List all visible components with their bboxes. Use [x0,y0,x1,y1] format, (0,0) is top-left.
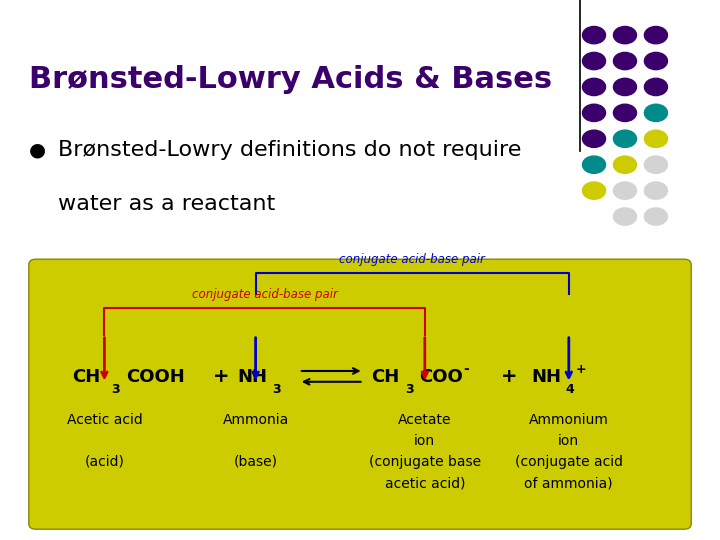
Circle shape [582,130,606,147]
Text: CH: CH [371,368,399,386]
Circle shape [613,52,636,70]
Circle shape [582,26,606,44]
Circle shape [644,26,667,44]
Circle shape [582,156,606,173]
Circle shape [582,104,606,122]
Text: Brønsted-Lowry Acids & Bases: Brønsted-Lowry Acids & Bases [29,65,552,94]
Text: COO: COO [419,368,463,386]
Text: (conjugate base: (conjugate base [369,455,481,469]
Text: conjugate acid-base pair: conjugate acid-base pair [339,253,485,266]
Circle shape [613,78,636,96]
Circle shape [644,78,667,96]
Circle shape [644,156,667,173]
Text: -: - [464,362,469,376]
Text: NH: NH [531,368,562,386]
Text: 3: 3 [272,383,281,396]
Text: Brønsted-Lowry definitions do not require: Brønsted-Lowry definitions do not requir… [58,140,521,160]
Circle shape [582,182,606,199]
Text: (acid): (acid) [84,455,125,469]
Text: CH: CH [72,368,100,386]
Circle shape [644,182,667,199]
Text: +: + [212,367,229,386]
Circle shape [613,104,636,122]
Text: 4: 4 [565,383,574,396]
Text: (conjugate acid: (conjugate acid [515,455,623,469]
Text: Ammonium: Ammonium [529,413,608,427]
Text: ion: ion [414,434,436,448]
Circle shape [613,182,636,199]
Text: conjugate acid-base pair: conjugate acid-base pair [192,288,338,301]
Circle shape [644,52,667,70]
Text: +: + [500,367,517,386]
Text: NH: NH [238,368,268,386]
Circle shape [644,208,667,225]
Text: +: + [576,363,587,376]
Circle shape [613,208,636,225]
Circle shape [613,156,636,173]
Text: of ammonia): of ammonia) [524,476,613,490]
Text: Acetate: Acetate [398,413,451,427]
FancyBboxPatch shape [29,259,691,529]
Circle shape [582,78,606,96]
Text: 3: 3 [405,383,414,396]
Text: 3: 3 [112,383,120,396]
Text: ion: ion [558,434,580,448]
Text: water as a reactant: water as a reactant [58,194,275,214]
Circle shape [644,104,667,122]
Circle shape [582,52,606,70]
Circle shape [644,130,667,147]
Text: COOH: COOH [126,368,185,386]
Text: (base): (base) [233,455,278,469]
Text: ●: ● [29,140,46,159]
Text: Ammonia: Ammonia [222,413,289,427]
Circle shape [613,130,636,147]
Text: Acetic acid: Acetic acid [66,413,143,427]
Text: acetic acid): acetic acid) [384,476,465,490]
Circle shape [613,26,636,44]
